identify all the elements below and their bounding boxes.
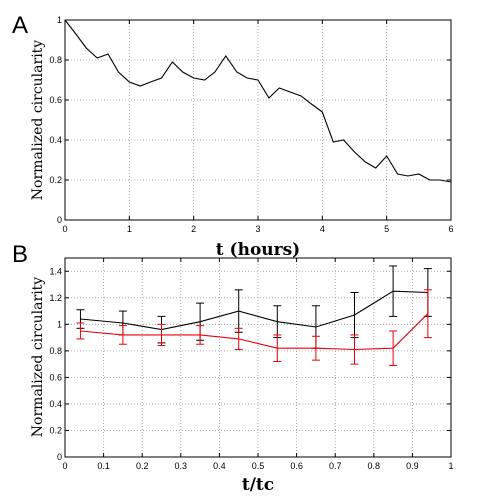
panel-a-ytick-label: 0.2 [49, 175, 62, 185]
panel-a-xtick-label: 6 [448, 224, 453, 234]
panel-b-xtick-label: 0.9 [406, 461, 419, 471]
panel-b-ytick-label: 1.4 [49, 266, 62, 276]
panel-a-ylabel: Normalized circularity [30, 40, 46, 201]
panel-a-ytick-label: 0.4 [49, 135, 62, 145]
panel-b-xtick-label: 0.6 [290, 461, 303, 471]
panel-b-ytick-label: 0.2 [49, 425, 62, 435]
panel-b-xtick-label: 0.5 [252, 461, 265, 471]
panel-b-ylabel: Normalized circularity [30, 277, 46, 438]
panel-b-xtick-label: 0.2 [136, 461, 149, 471]
panel-b-xtick-label: 1 [448, 461, 453, 471]
panel-a-series-0-line [64, 19, 452, 183]
panel-b-series-1-line [80, 313, 429, 351]
panel-b-xtick-label: 0.3 [175, 461, 188, 471]
panel-b-ytick-label: 0.8 [49, 346, 62, 356]
panel-b-xtick-label: 0.1 [97, 461, 110, 471]
panel-a-ytick-label: 0.6 [49, 95, 62, 105]
panel-b-ytick-label: 0.4 [49, 399, 62, 409]
panel-b-grid [65, 258, 451, 457]
panel-a-xtick-label: 1 [127, 224, 132, 234]
panel-a-grid [65, 20, 451, 220]
panel-a-xtick-label: 3 [255, 224, 260, 234]
panel-a-plot: 0 1 2 3 4 5 6 0 0.2 0.4 0.6 0.8 1 [49, 15, 453, 234]
panel-a-xtick-label: 0 [62, 224, 67, 234]
panel-b-letter: B [12, 241, 28, 268]
panel-b-xtick-label: 0.4 [213, 461, 226, 471]
panel-b-plot: 0 0.1 0.2 0.3 0.4 0.5 0.6 0.7 0.8 0.9 1 0 0.2 0.4 0.6 0… [49, 257, 454, 471]
panel-b-ticks: 0 0.1 0.2 0.3 0.4 0.5 0.6 0.7 0.8 0.9 1 0 0.2 0.4 0.6 0… [49, 258, 454, 471]
panel-b-xtick-label: 0 [62, 461, 67, 471]
panel-a-letter: A [12, 12, 28, 39]
panel-b-ytick-label: 0.6 [49, 372, 62, 382]
panel-a-ytick-label: 0 [57, 215, 62, 225]
panel-a-xlabel: t (hours) [216, 240, 300, 260]
panel-a-series [64, 19, 452, 183]
panel-a-xtick-label: 2 [191, 224, 196, 234]
panel-b-ytick-label: 1.2 [49, 293, 62, 303]
panel-b-series-0-line [80, 290, 428, 331]
panel-a-ytick-label: 0.8 [49, 55, 62, 65]
panel-a-xtick-label: 5 [384, 224, 389, 234]
panel-a-ytick-label: 1 [57, 15, 62, 25]
panel-b-ytick-label: 0 [57, 452, 62, 462]
panel-b-ytick-label: 1 [57, 319, 62, 329]
panel-b-xlabel: t/tc [242, 475, 274, 495]
panel-b-xtick-label: 0.7 [329, 461, 342, 471]
panel-a-ticks: 0 1 2 3 4 5 6 0 0.2 0.4 0.6 0.8 1 [49, 15, 453, 234]
panel-b-xtick-label: 0.8 [368, 461, 381, 471]
panel-b-series [76, 265, 432, 366]
panel-a-xtick-label: 4 [320, 224, 325, 234]
